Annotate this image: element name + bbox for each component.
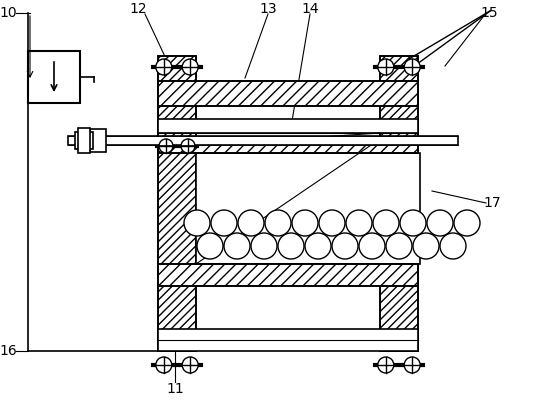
Bar	[78, 128, 90, 153]
Circle shape	[454, 210, 480, 236]
Bar	[158, 56, 196, 351]
Circle shape	[156, 357, 172, 373]
Circle shape	[378, 357, 394, 373]
Text: 14: 14	[301, 2, 319, 16]
Circle shape	[373, 210, 399, 236]
Circle shape	[292, 210, 318, 236]
Bar	[158, 264, 418, 286]
Circle shape	[332, 233, 358, 259]
Text: 17: 17	[483, 196, 501, 210]
Bar	[196, 153, 420, 264]
Circle shape	[197, 233, 223, 259]
Circle shape	[386, 233, 412, 259]
Bar	[380, 56, 418, 351]
Bar	[75, 132, 93, 149]
Circle shape	[211, 210, 237, 236]
Bar	[158, 329, 418, 351]
Circle shape	[404, 357, 420, 373]
Circle shape	[182, 357, 198, 373]
Bar	[28, 51, 80, 103]
Circle shape	[238, 210, 264, 236]
Text: 13: 13	[259, 2, 277, 16]
Circle shape	[265, 210, 291, 236]
Circle shape	[378, 59, 394, 75]
Circle shape	[346, 210, 372, 236]
Circle shape	[251, 233, 277, 259]
Circle shape	[404, 59, 420, 75]
Circle shape	[184, 210, 210, 236]
Circle shape	[319, 210, 345, 236]
Bar	[158, 56, 196, 351]
Circle shape	[181, 139, 195, 153]
Bar	[158, 81, 418, 106]
Circle shape	[224, 233, 250, 259]
Bar	[158, 119, 418, 133]
Bar	[68, 136, 458, 145]
Bar	[158, 139, 418, 153]
Text: 16: 16	[0, 344, 17, 358]
Circle shape	[400, 210, 426, 236]
Bar	[158, 81, 418, 106]
Bar	[90, 129, 106, 152]
Bar	[380, 56, 418, 351]
Circle shape	[156, 59, 172, 75]
Text: 12: 12	[129, 2, 147, 16]
Bar	[158, 139, 418, 153]
Circle shape	[182, 59, 198, 75]
Circle shape	[427, 210, 453, 236]
Text: 15: 15	[480, 6, 498, 20]
Circle shape	[278, 233, 304, 259]
Text: 11: 11	[166, 382, 184, 396]
Circle shape	[413, 233, 439, 259]
Text: 10: 10	[0, 6, 17, 20]
Circle shape	[359, 233, 385, 259]
Circle shape	[440, 233, 466, 259]
Circle shape	[159, 139, 173, 153]
Bar	[158, 264, 418, 286]
Circle shape	[305, 233, 331, 259]
